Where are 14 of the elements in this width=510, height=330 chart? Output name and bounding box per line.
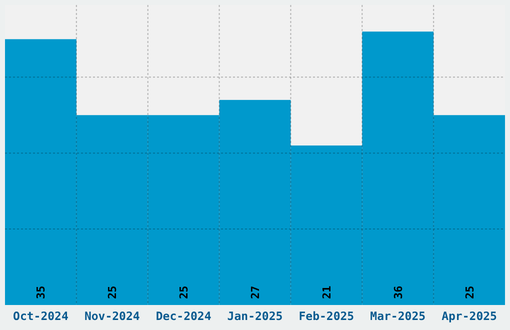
x-tick-label: Feb-2025 xyxy=(298,309,354,323)
x-tick-label: Jan-2025 xyxy=(227,309,283,323)
x-tick-label: Mar-2025 xyxy=(370,309,426,323)
data-label: 35 xyxy=(34,286,48,299)
data-label: 25 xyxy=(463,286,476,299)
data-label: 27 xyxy=(249,286,262,299)
data-label: 25 xyxy=(178,286,191,299)
x-tick-label: Nov-2024 xyxy=(84,309,140,323)
data-label: 21 xyxy=(320,285,334,299)
x-tick-label: Apr-2025 xyxy=(442,309,498,323)
data-label: 25 xyxy=(106,286,120,299)
x-tick-label: Oct-2024 xyxy=(13,309,68,323)
data-label: 36 xyxy=(392,285,405,299)
x-tick-label: Dec-2024 xyxy=(156,309,212,323)
